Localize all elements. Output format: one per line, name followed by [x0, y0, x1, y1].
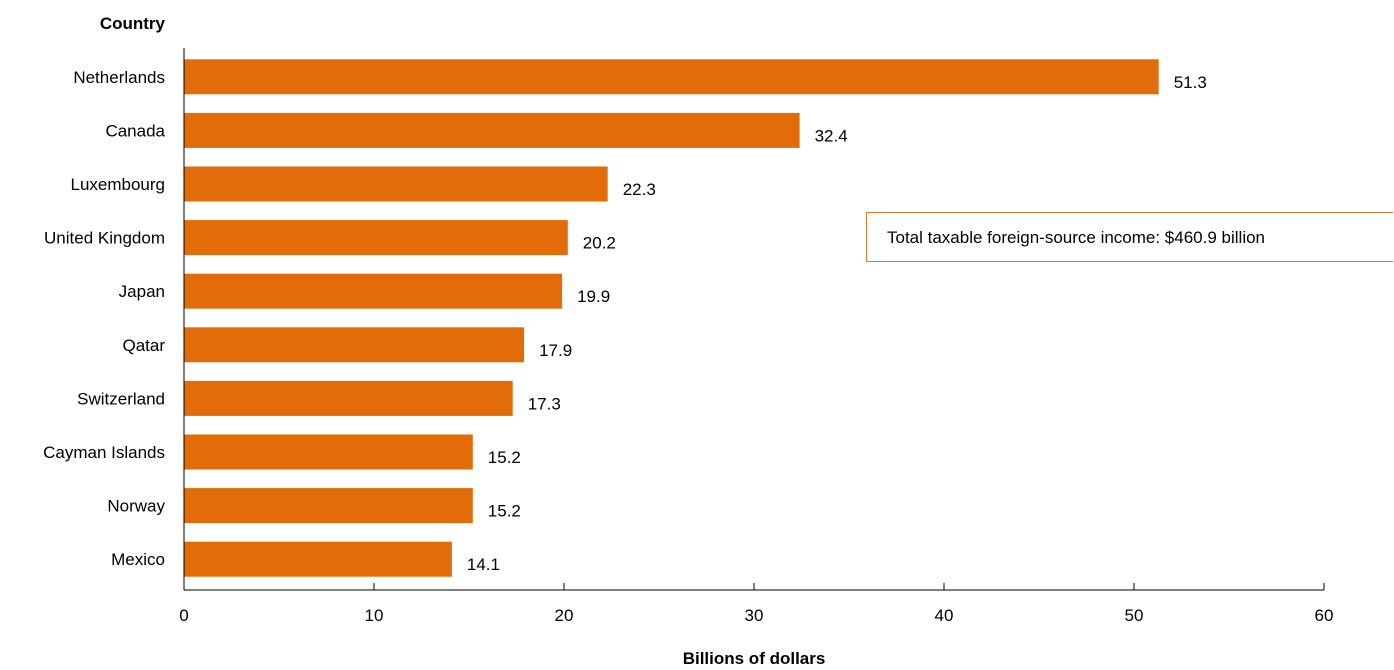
bar-norway: [184, 488, 473, 524]
x-tick-label: 40: [935, 606, 954, 625]
bars-group: Netherlands 51.3 Canada 32.4 Luxembourg 22.3 U…: [43, 59, 1207, 577]
total-income-annotation: Total taxable foreign-source income: $46…: [866, 212, 1393, 262]
category-label: Japan: [119, 282, 165, 301]
bar-japan: [184, 273, 563, 309]
bar-mexico: [184, 541, 452, 577]
category-label: Mexico: [111, 550, 165, 569]
value-label: 20.2: [583, 234, 616, 253]
value-label: 17.3: [528, 394, 561, 413]
bar-switzerland: [184, 380, 513, 416]
value-label: 51.3: [1174, 73, 1207, 92]
value-label: 14.1: [467, 555, 500, 574]
y-axis-title: Country: [100, 14, 166, 33]
value-label: 15.2: [488, 448, 521, 467]
value-label: 22.3: [623, 180, 656, 199]
x-tick-label: 60: [1315, 606, 1334, 625]
category-label: Norway: [107, 497, 165, 516]
bar-luxembourg: [184, 166, 608, 202]
category-label: Luxembourg: [70, 175, 165, 194]
x-axis-title: Billions of dollars: [683, 649, 826, 668]
bar-cayman-islands: [184, 434, 473, 470]
x-tick-label: 10: [365, 606, 384, 625]
x-ticks-group: 0 10 20 30 40 50 60: [179, 583, 1333, 625]
category-label: Canada: [105, 121, 165, 140]
category-label: Netherlands: [73, 68, 165, 87]
value-label: 15.2: [488, 502, 521, 521]
category-label: Switzerland: [77, 389, 165, 408]
value-label: 32.4: [815, 126, 848, 145]
category-label: Cayman Islands: [43, 443, 165, 462]
bar-united-kingdom: [184, 220, 568, 256]
category-label: Qatar: [122, 336, 165, 355]
x-tick-label: 20: [555, 606, 574, 625]
category-label: United Kingdom: [44, 229, 165, 248]
x-tick-label: 30: [745, 606, 764, 625]
bar-canada: [184, 112, 800, 148]
value-label: 17.9: [539, 341, 572, 360]
x-tick-label: 0: [179, 606, 188, 625]
bar-qatar: [184, 327, 525, 363]
bar-netherlands: [184, 59, 1159, 95]
value-label: 19.9: [577, 287, 610, 306]
x-tick-label: 50: [1125, 606, 1144, 625]
